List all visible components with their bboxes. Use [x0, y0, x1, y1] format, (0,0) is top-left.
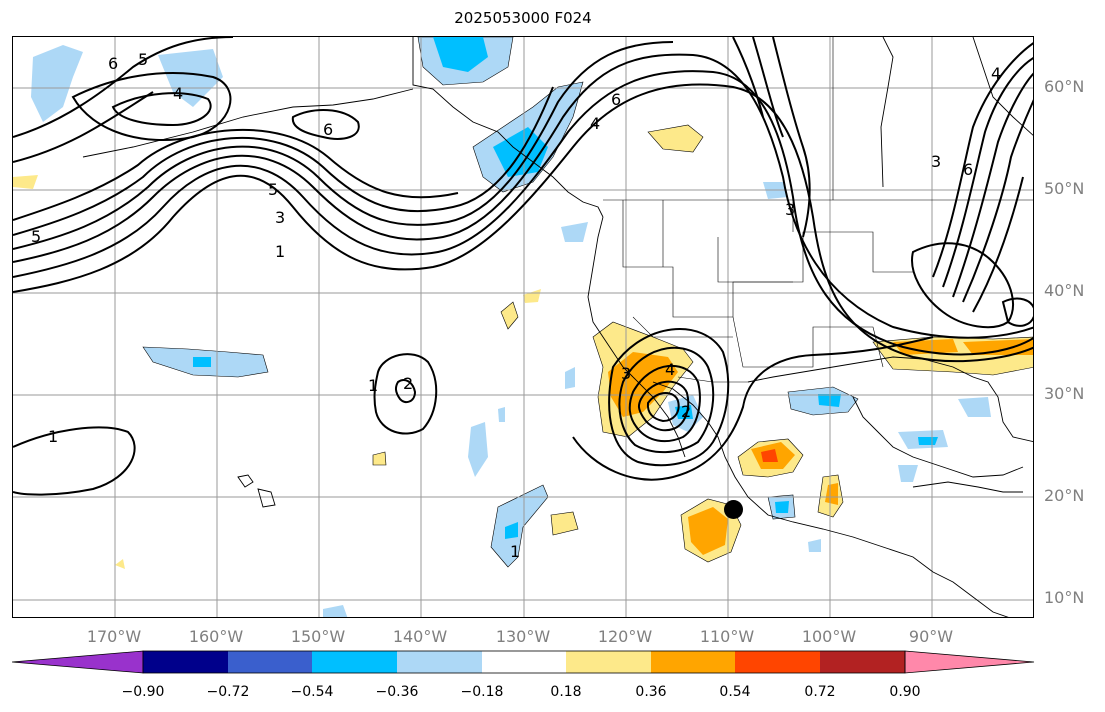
storm-center-marker [724, 500, 743, 519]
lon-label-160w: 160°W [188, 627, 244, 646]
borders [603, 37, 1033, 383]
contour-label: 4 [590, 114, 600, 133]
colorbar-tick: −0.54 [290, 684, 334, 700]
contour-label: 3 [931, 152, 941, 171]
colorbar-seg-1 [143, 651, 228, 673]
colorbar-seg-3 [312, 651, 397, 673]
contour-label: 4 [665, 360, 675, 379]
colorbar-tick: 0.36 [635, 684, 667, 700]
colorbar-tick: 0.72 [804, 684, 836, 700]
colorbar-seg-4 [397, 651, 482, 673]
contour-label: 3 [621, 364, 631, 383]
lon-label-170w: 170°W [86, 627, 142, 646]
map-title: 2025053000 F024 [454, 9, 592, 27]
contour-label: 5 [31, 227, 41, 246]
colorbar-seg-2 [228, 651, 312, 673]
colorbar-seg-10 [904, 650, 1035, 674]
colorbar-tick: −0.72 [206, 684, 250, 700]
colorbar-tick: 0.90 [889, 684, 921, 700]
contour-label: 6 [611, 90, 621, 109]
contour-label: 1 [368, 376, 378, 395]
contour-label: 4 [173, 84, 183, 103]
contour-label: 3 [275, 208, 285, 227]
lat-label-50n: 50°N [1044, 179, 1085, 198]
colorbar-seg-6 [566, 651, 651, 673]
contour-label: 5 [138, 50, 148, 69]
contours [13, 37, 1033, 496]
contour-label: 4 [991, 64, 1001, 83]
lon-label-90w: 90°W [908, 627, 954, 646]
lon-label-120w: 120°W [597, 627, 653, 646]
contour-labels: 6 5 4 6 5 3 1 5 6 4 3 2 1 1 3 4 2 1 6 4 … [31, 50, 1001, 561]
contour-label: 5 [268, 180, 278, 199]
lon-label-110w: 110°W [699, 627, 755, 646]
map-canvas: 6 5 4 6 5 3 1 5 6 4 3 2 1 1 3 4 2 1 6 4 … [13, 37, 1033, 617]
contour-label: 3 [785, 200, 795, 219]
colorbar-tick: 0.18 [550, 684, 582, 700]
colorbar-tick: −0.36 [375, 684, 419, 700]
lat-label-60n: 60°N [1044, 77, 1085, 96]
contour-label: 2 [403, 374, 413, 393]
colorbar-seg-0 [12, 650, 144, 674]
contour-label: 1 [275, 242, 285, 261]
lon-label-130w: 130°W [495, 627, 551, 646]
colorbar-seg-8 [735, 651, 820, 673]
colorbar-seg-7 [651, 651, 735, 673]
contour-label: 1 [510, 542, 520, 561]
lon-label-140w: 140°W [392, 627, 448, 646]
contour-label: 6 [323, 120, 333, 139]
colorbar-seg-5 [482, 651, 566, 673]
lon-label-100w: 100°W [801, 627, 857, 646]
lat-label-30n: 30°N [1044, 384, 1085, 403]
map-panel: 6 5 4 6 5 3 1 5 6 4 3 2 1 1 3 4 2 1 6 4 … [12, 36, 1034, 618]
lat-label-10n: 10°N [1044, 588, 1085, 607]
lon-label-150w: 150°W [290, 627, 346, 646]
lat-label-20n: 20°N [1044, 486, 1085, 505]
contour-label: 6 [963, 160, 973, 179]
contour-label: 1 [48, 427, 58, 446]
colorbar-tick: −0.90 [121, 684, 165, 700]
colorbar-seg-9 [820, 651, 905, 673]
contour-label: 6 [108, 54, 118, 73]
colorbar-tick: −0.18 [460, 684, 504, 700]
colorbar [12, 650, 1035, 674]
lat-label-40n: 40°N [1044, 281, 1085, 300]
contour-label: 2 [681, 402, 691, 421]
colorbar-tick: 0.54 [719, 684, 751, 700]
